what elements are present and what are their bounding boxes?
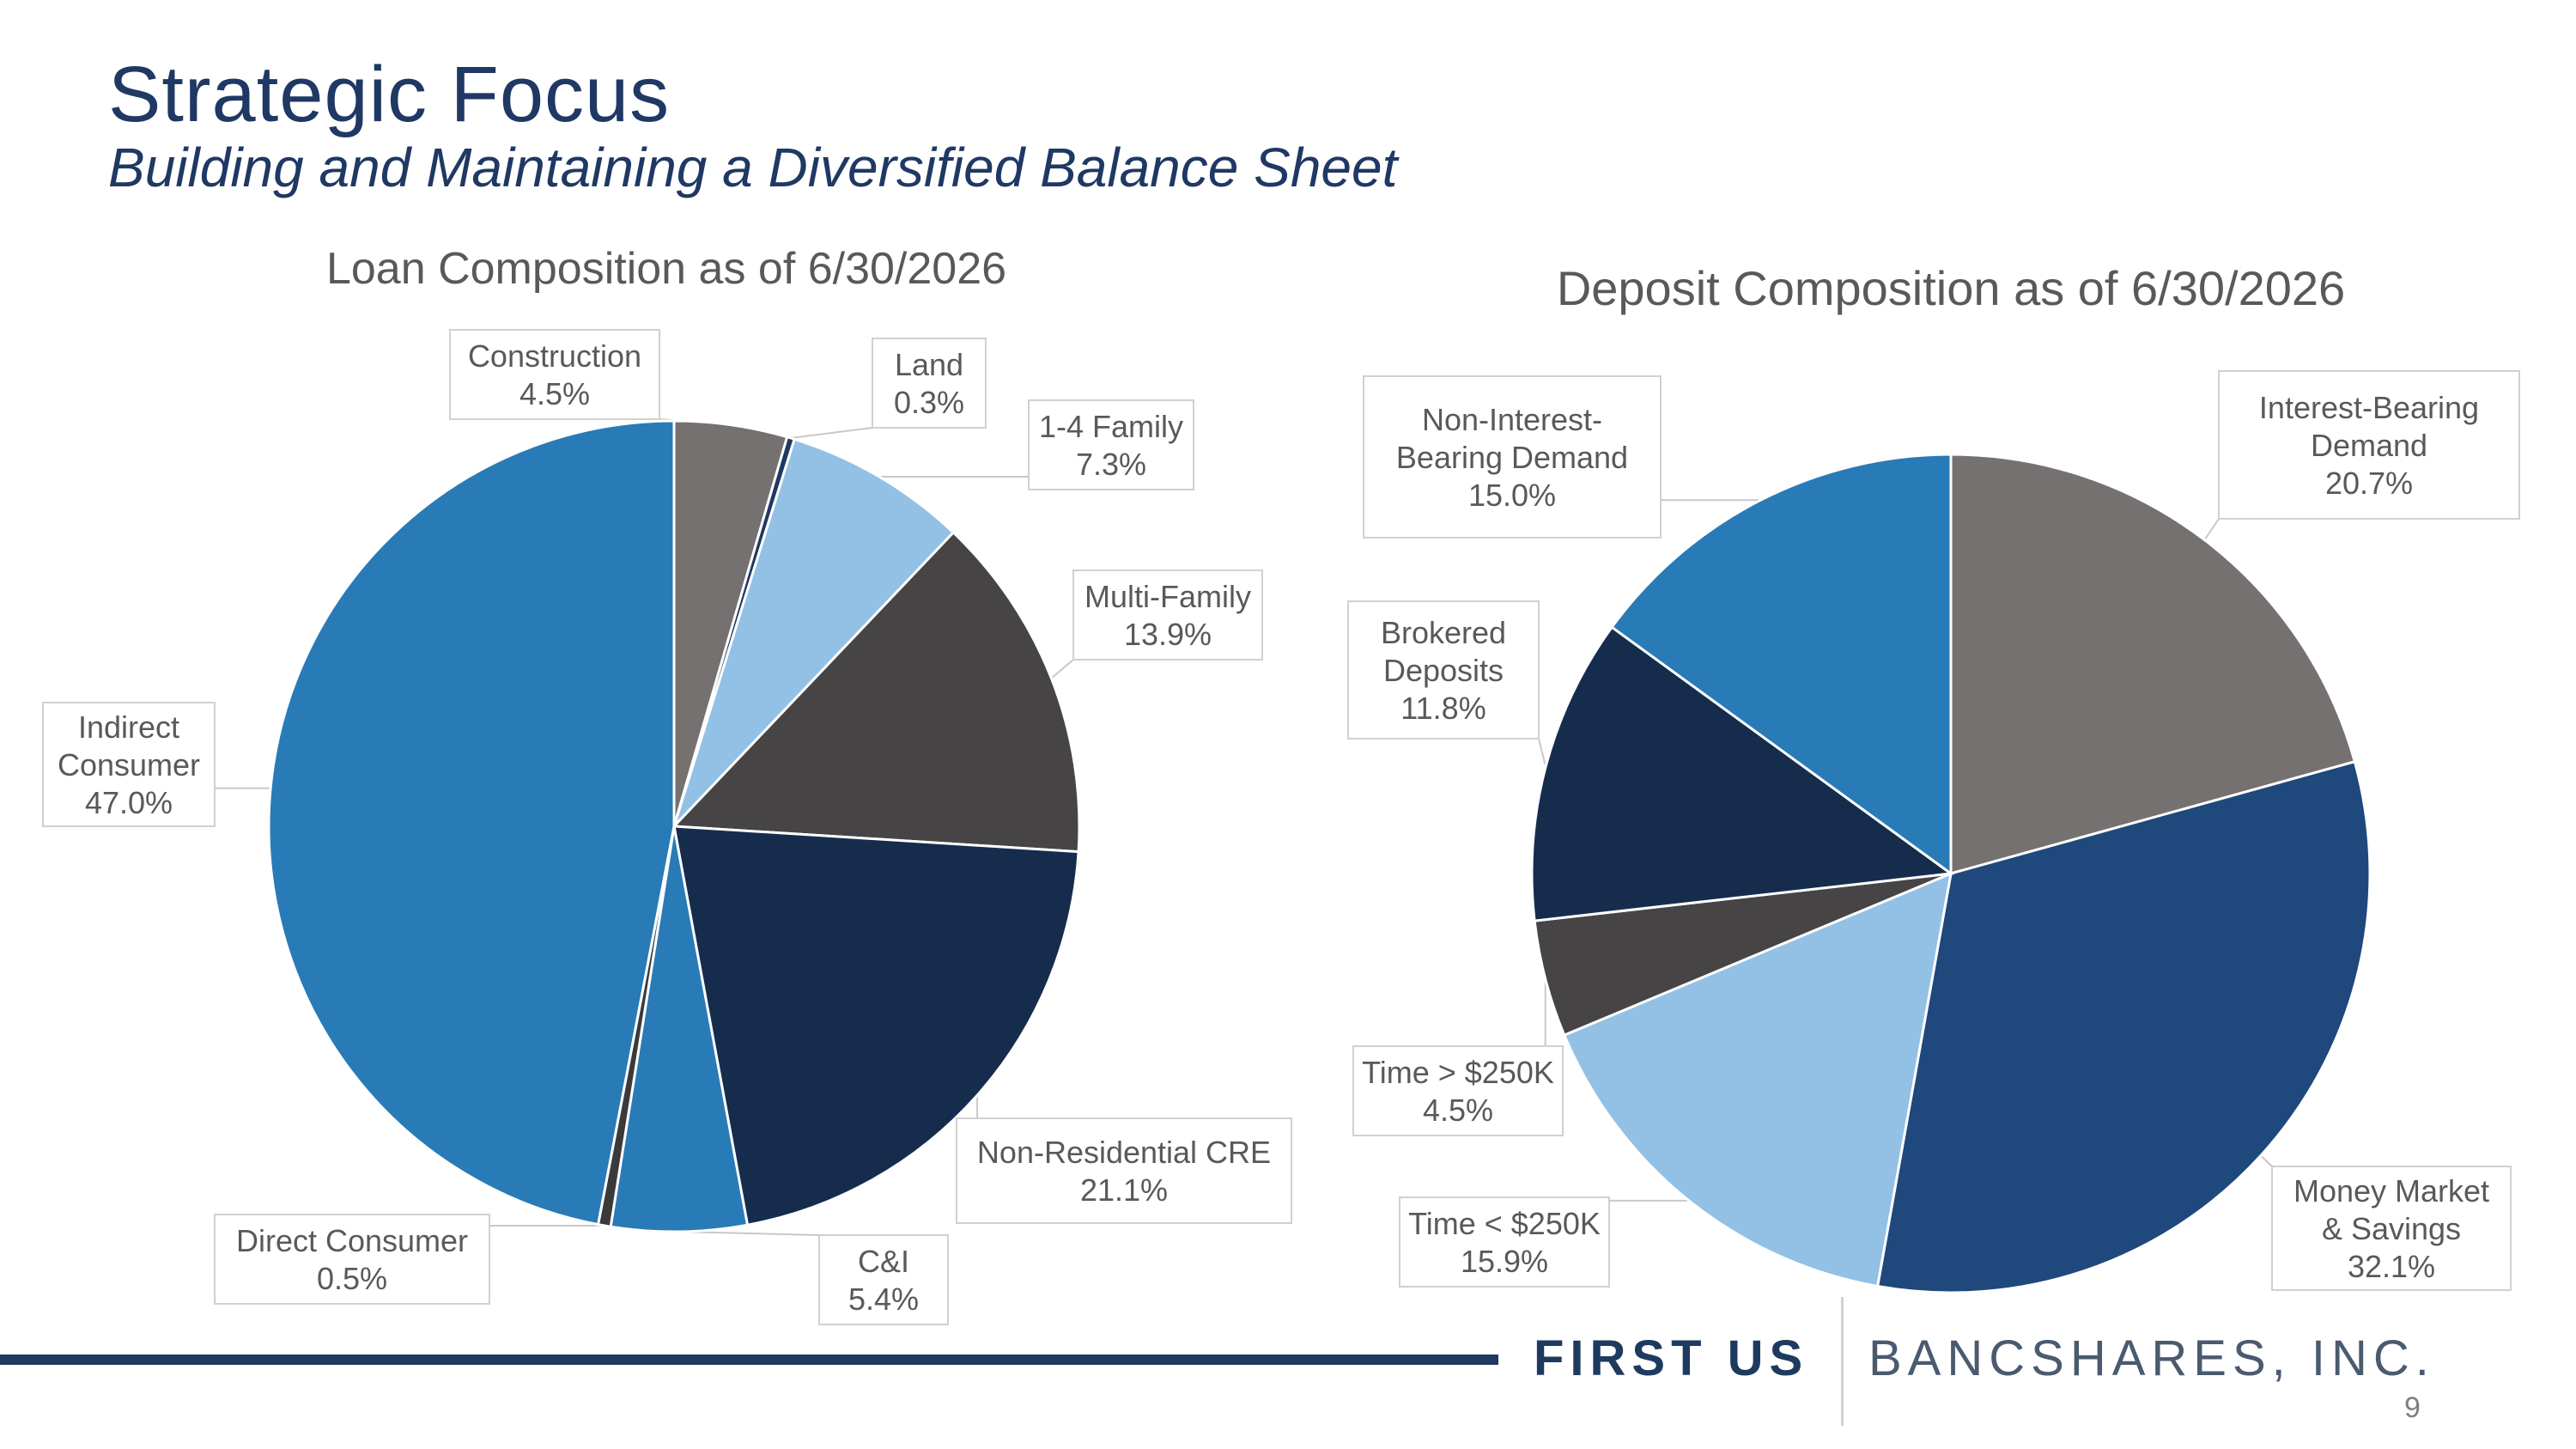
- page-number: 9: [2404, 1391, 2421, 1424]
- svg-text:11.8%: 11.8%: [1400, 691, 1485, 726]
- svg-text:0.3%: 0.3%: [894, 385, 964, 420]
- svg-text:& Savings: & Savings: [2322, 1211, 2461, 1246]
- pie-slice-brokered-deposits: [1530, 625, 1955, 922]
- pie-slice-interest-bearing-demand: [1949, 453, 2357, 875]
- leader-lines: [215, 418, 1074, 1236]
- svg-text:47.0%: 47.0%: [85, 785, 173, 820]
- pie-chart-loan: Loan Composition as of 6/30/2026 Construc…: [42, 244, 1292, 1325]
- pie-slice-1-4-family: [672, 437, 956, 828]
- footer-bar: [0, 1355, 1498, 1365]
- slide-title: Strategic Focus: [108, 51, 671, 138]
- svg-text:Time < $250K: Time < $250K: [1408, 1206, 1601, 1241]
- pie-slice-c-i: [609, 825, 750, 1233]
- svg-text:Land: Land: [895, 347, 963, 382]
- svg-text:Bearing Demand: Bearing Demand: [1396, 440, 1628, 475]
- svg-text:5.4%: 5.4%: [848, 1282, 919, 1317]
- data-label-c-i: C&I5.4%: [818, 1234, 949, 1325]
- pie-slice-indirect-consumer: [267, 419, 676, 1227]
- pie-slice-time-250k: [1562, 871, 1953, 1288]
- svg-text:15.0%: 15.0%: [1468, 478, 1556, 513]
- svg-text:Non-Interest-: Non-Interest-: [1422, 402, 1602, 437]
- svg-text:Demand: Demand: [2311, 428, 2427, 463]
- pie-slice-multi-family: [671, 530, 1081, 854]
- footer-logo-first-us: FIRST US: [1534, 1330, 1809, 1386]
- pie-slice-non-residential-cre: [672, 825, 1080, 1227]
- svg-text:Consumer: Consumer: [58, 747, 200, 782]
- pie-slice-money-market-savings: [1875, 759, 2372, 1294]
- svg-text:4.5%: 4.5%: [1423, 1093, 1493, 1128]
- svg-text:0.5%: 0.5%: [317, 1261, 387, 1296]
- svg-text:20.7%: 20.7%: [2325, 466, 2413, 501]
- pie-chart-deposit: Deposit Composition as of 6/30/2026 Inter…: [1347, 261, 2520, 1294]
- chart-title: Loan Composition as of 6/30/2026: [326, 244, 1006, 294]
- svg-text:Deposits: Deposits: [1383, 653, 1504, 688]
- svg-text:Non-Residential CRE: Non-Residential CRE: [977, 1135, 1271, 1170]
- svg-text:Brokered: Brokered: [1381, 615, 1506, 650]
- footer-logo-bancshares: BANCSHARES, INC.: [1868, 1330, 2435, 1386]
- svg-text:15.9%: 15.9%: [1461, 1244, 1548, 1279]
- svg-text:Time > $250K: Time > $250K: [1362, 1055, 1554, 1090]
- svg-text:7.3%: 7.3%: [1076, 447, 1146, 482]
- svg-text:13.9%: 13.9%: [1124, 617, 1212, 652]
- pie-slice-non-interest-bearing-demand: [1610, 453, 1953, 876]
- svg-text:Money Market: Money Market: [2293, 1173, 2489, 1209]
- svg-text:Multi-Family: Multi-Family: [1084, 579, 1251, 614]
- svg-text:Direct Consumer: Direct Consumer: [236, 1223, 468, 1258]
- svg-text:C&I: C&I: [858, 1244, 909, 1279]
- svg-text:Construction: Construction: [468, 338, 641, 374]
- footer-logo-divider: [1841, 1297, 1844, 1426]
- svg-text:Indirect: Indirect: [78, 709, 179, 745]
- svg-text:32.1%: 32.1%: [2348, 1249, 2435, 1284]
- svg-text:21.1%: 21.1%: [1080, 1172, 1168, 1208]
- slide-subtitle: Building and Maintaining a Diversified B…: [108, 137, 1398, 198]
- leader-lines: [1538, 499, 2273, 1202]
- svg-text:4.5%: 4.5%: [519, 376, 590, 411]
- chart-title: Deposit Composition as of 6/30/2026: [1557, 261, 2345, 315]
- svg-text:1-4 Family: 1-4 Family: [1039, 409, 1183, 444]
- svg-text:Interest-Bearing: Interest-Bearing: [2259, 390, 2479, 425]
